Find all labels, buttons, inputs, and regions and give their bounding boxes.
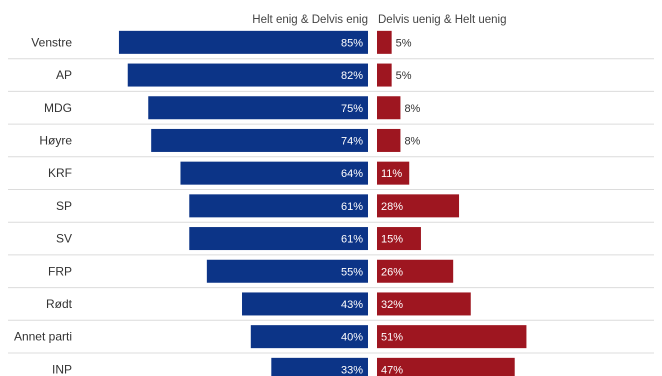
category-label: KRF	[48, 166, 72, 180]
bar-disagree	[377, 30, 392, 54]
bar-disagree	[377, 128, 401, 152]
bar-disagree-label: 26%	[381, 266, 403, 278]
bar-disagree-label: 5%	[396, 70, 412, 82]
category-label: INP	[52, 362, 72, 376]
category-label: SV	[56, 232, 72, 246]
bar-agree	[127, 63, 369, 87]
bar-disagree-label: 8%	[404, 103, 420, 115]
bar-agree	[189, 227, 368, 251]
bar-agree-label: 85%	[341, 37, 363, 49]
bar-agree	[180, 161, 368, 185]
category-label: FRP	[48, 264, 72, 278]
bar-agree-label: 33%	[341, 364, 363, 376]
bar-disagree-label: 51%	[381, 332, 403, 344]
bar-disagree-label: 47%	[381, 364, 403, 376]
bar-agree-label: 61%	[341, 234, 363, 246]
bar-disagree-label: 5%	[396, 37, 412, 49]
bar-agree	[206, 259, 368, 283]
legend-right-label: Delvis uenig & Helt uenig	[378, 14, 507, 26]
bar-disagree	[377, 292, 471, 316]
bar-agree	[189, 194, 368, 218]
bar-disagree	[377, 194, 460, 218]
bar-agree-label: 61%	[341, 201, 363, 213]
bar-disagree	[377, 63, 392, 87]
bar-agree-label: 64%	[341, 168, 363, 180]
category-label: AP	[56, 68, 72, 82]
category-label: Annet parti	[14, 330, 72, 344]
bar-agree-label: 74%	[341, 135, 363, 147]
bar-disagree	[377, 161, 410, 185]
bar-disagree	[377, 259, 454, 283]
bar-agree-label: 40%	[341, 332, 363, 344]
bar-agree-label: 55%	[341, 266, 363, 278]
bar-disagree	[377, 357, 515, 376]
category-label: SP	[56, 199, 72, 213]
bar-agree-label: 43%	[341, 299, 363, 311]
category-label: MDG	[44, 101, 72, 115]
bar-disagree-label: 11%	[381, 168, 402, 180]
bar-agree	[151, 128, 368, 152]
bar-disagree-label: 15%	[381, 234, 403, 246]
chart-rows: Venstre 85% 5% AP 82% 5% MDG 75% 8% Høyre 74% 8% KRF…	[8, 30, 654, 376]
bar-agree	[271, 357, 368, 376]
bar-disagree-label: 8%	[404, 135, 420, 147]
category-label: Høyre	[39, 133, 72, 147]
bar-disagree-label: 32%	[381, 299, 403, 311]
category-label: Venstre	[31, 35, 72, 49]
bar-disagree	[377, 325, 527, 349]
bar-agree-label: 75%	[341, 103, 363, 115]
bar-disagree	[377, 96, 401, 120]
bar-agree	[148, 96, 368, 120]
bar-agree	[250, 325, 368, 349]
bar-agree	[118, 30, 368, 54]
bar-agree	[242, 292, 368, 316]
category-label: Rødt	[46, 297, 73, 311]
bar-disagree-label: 28%	[381, 201, 403, 213]
legend-left-label: Helt enig & Delvis enig	[252, 14, 368, 26]
bar-agree-label: 82%	[341, 70, 363, 82]
bar-disagree	[377, 227, 421, 251]
